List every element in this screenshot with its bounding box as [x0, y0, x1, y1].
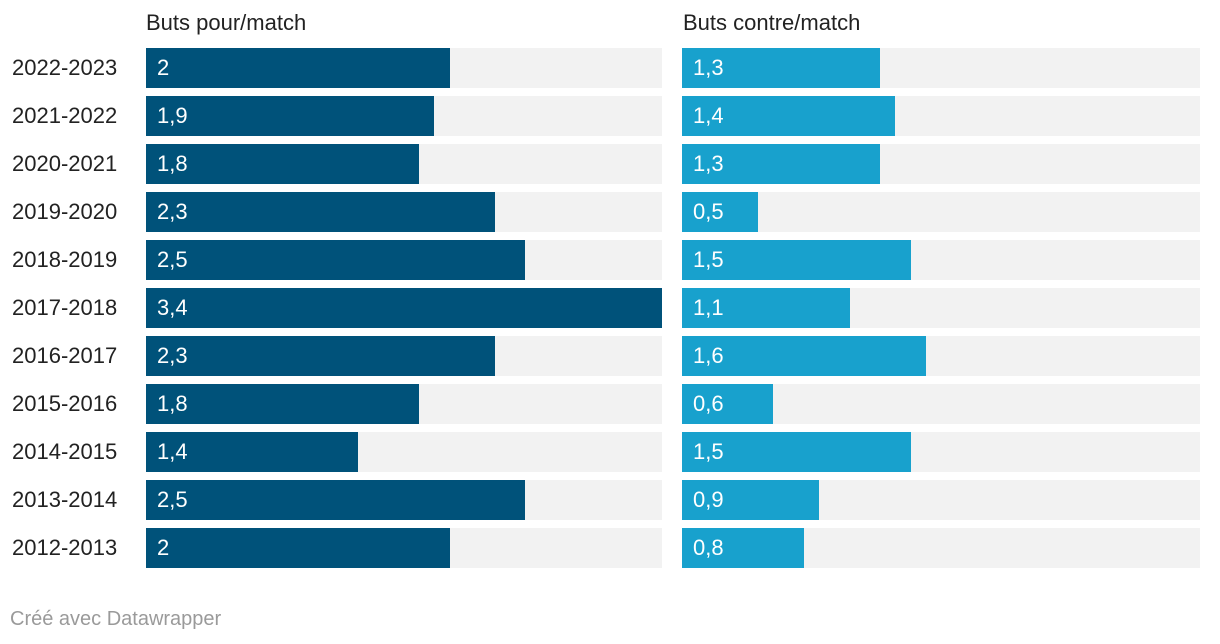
bar-value-label: 2: [157, 55, 170, 80]
bar-goals-against: [682, 480, 819, 520]
bar-track: 0,6: [682, 384, 1200, 424]
bar-goals-against: [682, 96, 895, 136]
bar-track: 1,6: [682, 336, 1200, 376]
bar-value-label: 1,3: [693, 151, 724, 176]
bar-value-label: 1,8: [157, 151, 188, 176]
row-label: 2016-2017: [12, 343, 118, 368]
bar-value-label: 1,8: [157, 391, 188, 416]
footer-credit: Créé avec Datawrapper: [10, 608, 222, 630]
bar-goals-for: [146, 336, 495, 376]
bar-value-label: 1,9: [157, 103, 188, 128]
bar-track: 2,5: [146, 480, 662, 520]
bar-value-label: 0,6: [693, 391, 724, 416]
bar-value-label: 2,5: [157, 247, 188, 272]
bar-value-label: 0,8: [693, 535, 724, 560]
bar-track: 3,4: [146, 288, 662, 328]
bar-value-label: 1,4: [693, 103, 724, 128]
bar-track: 1,3: [682, 48, 1200, 88]
bar-track: 0,9: [682, 480, 1200, 520]
bar-value-label: 1,1: [693, 295, 724, 320]
bar-track: 1,8: [146, 384, 662, 424]
bar-goals-against: [682, 144, 880, 184]
bar-goals-against: [682, 384, 773, 424]
bar-goals-for: [146, 288, 662, 328]
bar-value-label: 1,4: [157, 439, 188, 464]
row-label: 2015-2016: [12, 391, 118, 416]
bar-track: 1,5: [682, 432, 1200, 472]
bar-goals-against: [682, 432, 911, 472]
bar-value-label: 2: [157, 535, 170, 560]
bar-value-label: 1,5: [693, 439, 724, 464]
bar-track: 2,3: [146, 192, 662, 232]
bar-value-label: 1,6: [693, 343, 724, 368]
bar-track: 1,3: [682, 144, 1200, 184]
bar-track: 1,8: [146, 144, 662, 184]
bar-goals-against: [682, 240, 911, 280]
row-label: 2012-2013: [12, 535, 118, 560]
row-label: 2021-2022: [12, 103, 118, 128]
bar-goals-for: [146, 192, 495, 232]
bar-value-label: 3,4: [157, 295, 188, 320]
bar-track: 0,5: [682, 192, 1200, 232]
row-label: 2020-2021: [12, 151, 118, 176]
bar-goals-for: [146, 240, 525, 280]
bar-track: 1,4: [146, 432, 662, 472]
bar-value-label: 1,5: [693, 247, 724, 272]
bar-goals-against: [682, 336, 926, 376]
panel-title-goals-against: Buts contre/match: [683, 10, 861, 35]
bar-track: 2,5: [146, 240, 662, 280]
bar-goals-against: [682, 48, 880, 88]
bar-track: 1,5: [682, 240, 1200, 280]
bar-goals-against: [682, 528, 804, 568]
row-label: 2013-2014: [12, 487, 118, 512]
bar-goals-for: [146, 480, 525, 520]
bar-value-label: 2,3: [157, 343, 188, 368]
bar-value-label: 2,3: [157, 199, 188, 224]
bar-track: 2,3: [146, 336, 662, 376]
bar-value-label: 2,5: [157, 487, 188, 512]
bar-goals-for: [146, 528, 450, 568]
bar-goals-against: [682, 288, 850, 328]
bar-goals-for: [146, 144, 419, 184]
row-label: 2017-2018: [12, 295, 118, 320]
bar-goals-for: [146, 96, 434, 136]
bar-track: 2: [146, 528, 662, 568]
row-label: 2018-2019: [12, 247, 118, 272]
bar-track: 1,1: [682, 288, 1200, 328]
bar-value-label: 0,9: [693, 487, 724, 512]
bar-track: 2: [146, 48, 662, 88]
panel-title-goals-for: Buts pour/match: [146, 10, 307, 35]
bar-value-label: 1,3: [693, 55, 724, 80]
bar-goals-against: [682, 192, 758, 232]
bar-value-label: 0,5: [693, 199, 724, 224]
bar-goals-for: [146, 48, 450, 88]
bar-track: 1,9: [146, 96, 662, 136]
row-label: 2022-2023: [12, 55, 118, 80]
row-label: 2019-2020: [12, 199, 118, 224]
bar-track: 0,8: [682, 528, 1200, 568]
row-label: 2014-2015: [12, 439, 118, 464]
bar-track: 1,4: [682, 96, 1200, 136]
bar-goals-for: [146, 432, 358, 472]
bar-goals-for: [146, 384, 419, 424]
